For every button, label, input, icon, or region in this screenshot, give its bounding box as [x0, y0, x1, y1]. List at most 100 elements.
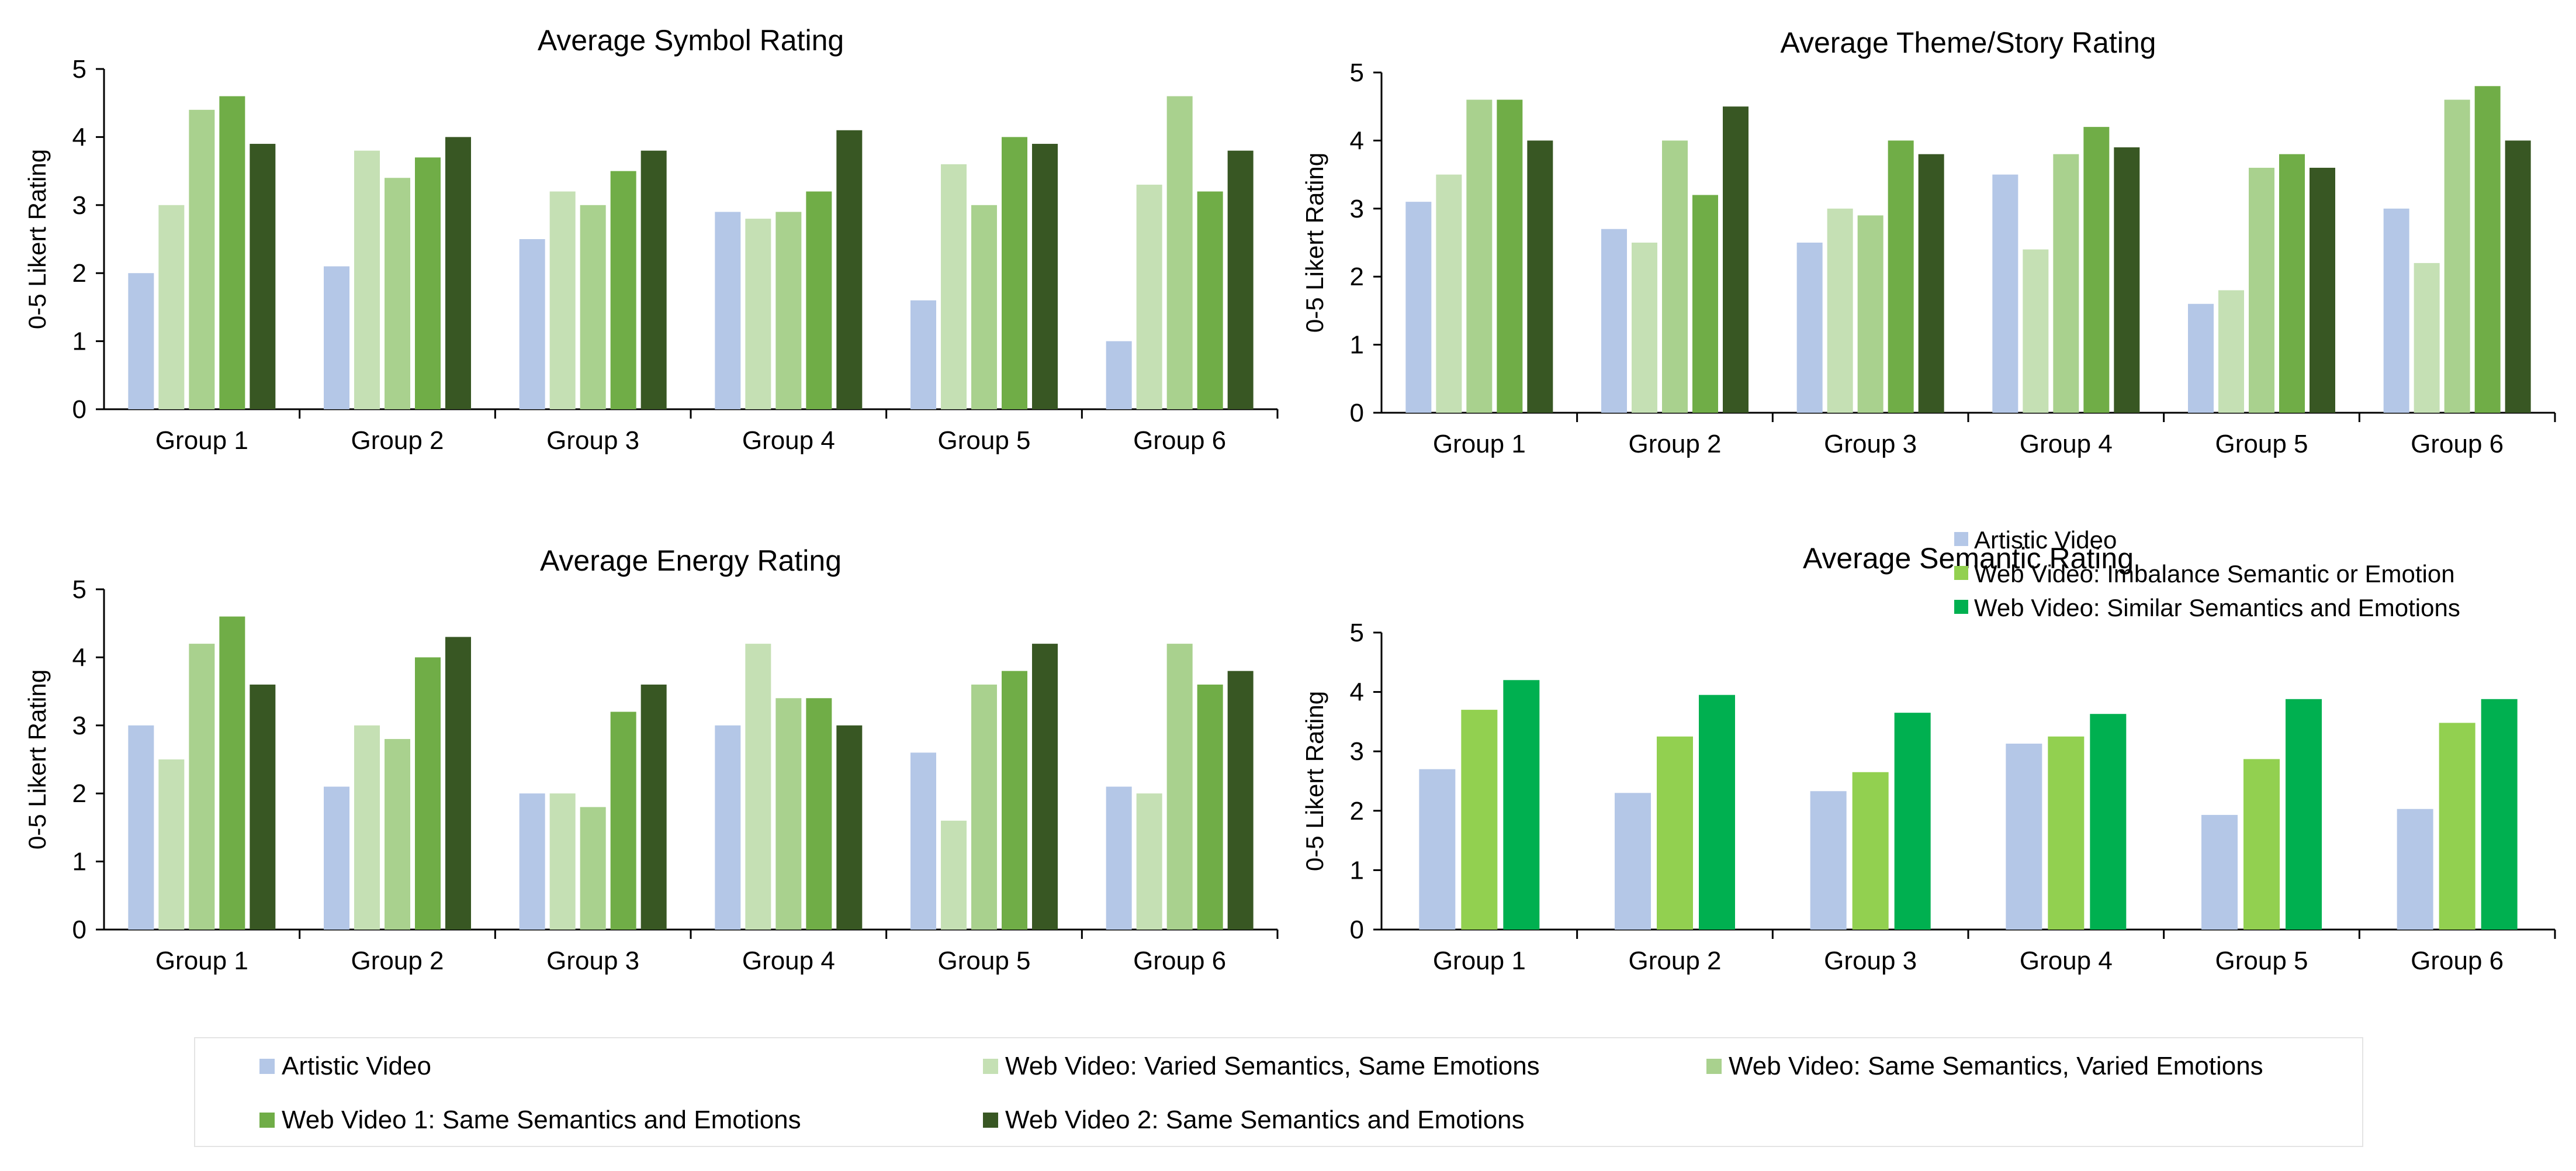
bar-web-video-2-same-semantics-and-emotions-group-6 [1227, 150, 1254, 409]
bar-artistic-video-group-2 [1601, 229, 1627, 413]
bar-web-video-2-same-semantics-and-emotions-group-3 [1918, 154, 1944, 413]
legend-swatch [259, 1059, 275, 1074]
bar-web-video-imbalance-semantic-or-emotion-group-2 [1657, 736, 1693, 930]
bar-web-video-same-semantics-varied-emotions-group-6 [1166, 96, 1193, 409]
bar-web-video-same-semantics-varied-emotions-group-6 [1166, 644, 1193, 930]
bar-web-video-varied-semantics-same-emotions-group-4 [745, 219, 771, 409]
bar-web-video-varied-semantics-same-emotions-group-3 [1827, 208, 1853, 413]
bar-web-video-varied-semantics-same-emotions-group-5 [2218, 290, 2244, 413]
y-tick-label: 3 [72, 191, 86, 220]
bar-web-video-varied-semantics-same-emotions-group-3 [549, 191, 576, 409]
y-tick-label: 5 [1350, 619, 1364, 647]
y-tick-label: 4 [72, 643, 86, 672]
legend-label: Web Video 1: Same Semantics and Emotions [282, 1106, 801, 1134]
x-tick-label-group-5: Group 5 [2215, 430, 2308, 458]
bar-web-video-2-same-semantics-and-emotions-group-5 [1032, 144, 1058, 410]
bar-web-video-1-same-semantics-and-emotions-group-6 [1197, 191, 1223, 409]
bar-web-video-2-same-semantics-and-emotions-group-4 [836, 130, 863, 409]
bar-web-video-varied-semantics-same-emotions-group-6 [1136, 184, 1162, 409]
y-tick-label: 4 [72, 123, 86, 151]
bar-artistic-video-group-5 [2188, 303, 2214, 413]
bar-web-video-2-same-semantics-and-emotions-group-2 [445, 137, 471, 409]
bar-artistic-video-group-5 [910, 300, 936, 409]
y-tick-label: 1 [72, 327, 86, 356]
bar-artistic-video-group-5 [910, 752, 936, 930]
legend-label: Web Video: Same Semantics, Varied Emotio… [1729, 1052, 2263, 1080]
y-tick-label: 2 [72, 259, 86, 288]
bar-web-video-imbalance-semantic-or-emotion-group-4 [2048, 736, 2085, 930]
x-tick-label-group-5: Group 5 [2215, 947, 2308, 975]
bar-web-video-2-same-semantics-and-emotions-group-3 [640, 684, 667, 930]
bar-artistic-video-group-3 [1810, 791, 1847, 930]
bar-web-video-1-same-semantics-and-emotions-group-1 [219, 616, 245, 930]
x-tick-label-group-3: Group 3 [1824, 430, 1917, 458]
bar-web-video-1-same-semantics-and-emotions-group-5 [1002, 671, 1027, 930]
bar-web-video-1-same-semantics-and-emotions-group-2 [415, 657, 441, 930]
bar-web-video-similar-semantics-and-emotions-group-5 [2286, 699, 2322, 930]
bar-artistic-video-group-3 [519, 793, 545, 930]
bar-artistic-video-group-2 [324, 786, 349, 930]
y-axis-label: 0-5 Likert Rating [1301, 153, 1328, 333]
bar-web-video-1-same-semantics-and-emotions-group-4 [806, 698, 832, 930]
bar-web-video-similar-semantics-and-emotions-group-6 [2481, 699, 2518, 930]
x-tick-label-group-4: Group 4 [2020, 430, 2113, 458]
y-tick-label: 2 [72, 779, 86, 808]
bar-web-video-2-same-semantics-and-emotions-group-5 [2310, 167, 2335, 413]
chart-title: Average Energy Rating [540, 544, 842, 577]
x-tick-label-group-1: Group 1 [1433, 947, 1526, 975]
y-tick-label: 5 [72, 575, 86, 604]
x-tick-label-group-4: Group 4 [742, 426, 835, 455]
bar-web-video-1-same-semantics-and-emotions-group-3 [610, 171, 636, 409]
bar-artistic-video-group-1 [128, 273, 154, 409]
bar-web-video-same-semantics-varied-emotions-group-1 [189, 109, 215, 410]
bar-web-video-1-same-semantics-and-emotions-group-1 [1497, 99, 1523, 413]
y-tick-label: 4 [1350, 126, 1364, 155]
bar-web-video-same-semantics-varied-emotions-group-1 [1466, 99, 1493, 413]
bar-web-video-similar-semantics-and-emotions-group-4 [2090, 714, 2127, 930]
y-tick-label: 1 [1350, 331, 1364, 360]
bar-web-video-1-same-semantics-and-emotions-group-6 [2474, 86, 2501, 413]
bar-web-video-2-same-semantics-and-emotions-group-6 [1227, 671, 1254, 930]
bar-artistic-video-group-6 [2383, 208, 2409, 413]
legend-label: Web Video 2: Same Semantics and Emotions [1005, 1106, 1525, 1134]
bar-web-video-2-same-semantics-and-emotions-group-6 [2505, 140, 2531, 413]
x-tick-label-group-2: Group 2 [351, 426, 444, 455]
x-tick-label-group-6: Group 6 [1133, 947, 1226, 975]
bar-web-video-same-semantics-varied-emotions-group-4 [775, 698, 802, 930]
y-tick-label: 1 [1350, 856, 1364, 885]
bar-artistic-video-group-1 [1405, 202, 1432, 413]
y-tick-label: 2 [1350, 262, 1364, 291]
bar-artistic-video-group-6 [2397, 809, 2433, 930]
bar-web-video-1-same-semantics-and-emotions-group-1 [219, 96, 245, 409]
bar-web-video-same-semantics-varied-emotions-group-3 [580, 807, 606, 930]
bar-web-video-1-same-semantics-and-emotions-group-4 [2083, 127, 2110, 413]
y-tick-label: 3 [72, 711, 86, 740]
chart-average-symbol-rating: Average Symbol Rating 0-5 Likert Rating 0 1… [23, 24, 1279, 455]
bottom-legend: Artistic Video Web Video: Varied Semanti… [194, 1037, 2363, 1147]
bar-web-video-same-semantics-varied-emotions-group-5 [2249, 167, 2274, 413]
legend-swatch [983, 1113, 998, 1128]
bar-artistic-video-group-3 [519, 239, 545, 409]
legend-swatch-web-video-imbalance-semantic-or-emotion [1954, 566, 1968, 580]
bar-web-video-varied-semantics-same-emotions-group-5 [941, 164, 967, 409]
bar-web-video-2-same-semantics-and-emotions-group-1 [1527, 140, 1553, 413]
bar-web-video-varied-semantics-same-emotions-group-2 [1632, 243, 1657, 413]
bar-web-video-2-same-semantics-and-emotions-group-4 [2114, 147, 2140, 413]
bar-web-video-same-semantics-varied-emotions-group-5 [971, 205, 997, 409]
bar-web-video-same-semantics-varied-emotions-group-2 [1662, 140, 1688, 413]
bar-web-video-varied-semantics-same-emotions-group-3 [549, 793, 576, 930]
bar-web-video-imbalance-semantic-or-emotion-group-5 [2243, 759, 2280, 930]
bar-artistic-video-group-4 [715, 212, 741, 409]
bar-web-video-varied-semantics-same-emotions-group-4 [745, 644, 771, 930]
y-tick-label: 5 [72, 55, 86, 84]
legend-item-web-video-1: Web Video 1: Same Semantics and Emotions [259, 1105, 801, 1135]
bar-web-video-1-same-semantics-and-emotions-group-5 [1002, 137, 1027, 409]
bar-artistic-video-group-2 [1615, 793, 1651, 930]
y-axis-label: 0-5 Likert Rating [1301, 691, 1328, 871]
bar-artistic-video-group-3 [1796, 243, 1823, 413]
bar-web-video-similar-semantics-and-emotions-group-1 [1503, 680, 1540, 930]
x-tick-label-group-1: Group 1 [1433, 430, 1526, 458]
legend-swatch [1706, 1059, 1722, 1074]
legend-label-web-video-imbalance-semantic-or-emotion: Web Video: Imbalance Semantic or Emotion [1974, 560, 2455, 588]
